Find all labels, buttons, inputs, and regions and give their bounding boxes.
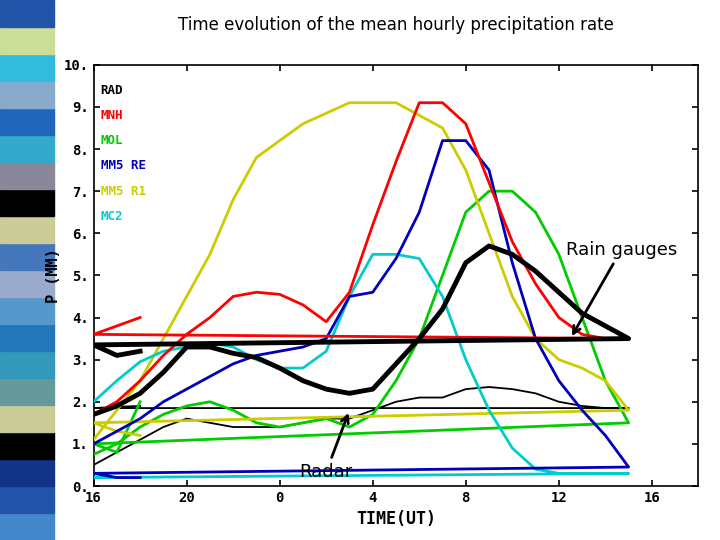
Text: MM5 R1: MM5 R1 <box>101 185 145 198</box>
Bar <box>0 216 54 243</box>
Bar <box>0 0 54 27</box>
Text: MM5 RE: MM5 RE <box>101 159 145 172</box>
Bar <box>0 27 54 54</box>
Text: RAD: RAD <box>101 84 123 97</box>
Text: MOL: MOL <box>101 134 123 147</box>
Bar <box>0 189 54 216</box>
Bar <box>0 378 54 405</box>
Bar <box>0 432 54 459</box>
Text: Rain gauges: Rain gauges <box>566 240 677 334</box>
Bar <box>0 513 54 540</box>
Bar <box>0 54 54 81</box>
Bar <box>0 243 54 270</box>
Text: Radar: Radar <box>300 416 353 481</box>
Bar <box>0 270 54 297</box>
Bar <box>0 81 54 108</box>
Bar <box>0 297 54 324</box>
Bar <box>0 486 54 513</box>
Text: MC2: MC2 <box>101 210 123 223</box>
Bar <box>0 324 54 351</box>
Y-axis label: P (MM): P (MM) <box>46 248 60 303</box>
Bar <box>0 405 54 432</box>
Bar <box>0 459 54 486</box>
Bar <box>0 162 54 189</box>
Bar <box>0 108 54 135</box>
Text: MNH: MNH <box>101 109 123 122</box>
Bar <box>0 135 54 162</box>
X-axis label: TIME(UT): TIME(UT) <box>356 510 436 529</box>
Bar <box>0 351 54 378</box>
Text: Time evolution of the mean hourly precipitation rate: Time evolution of the mean hourly precip… <box>178 16 614 34</box>
